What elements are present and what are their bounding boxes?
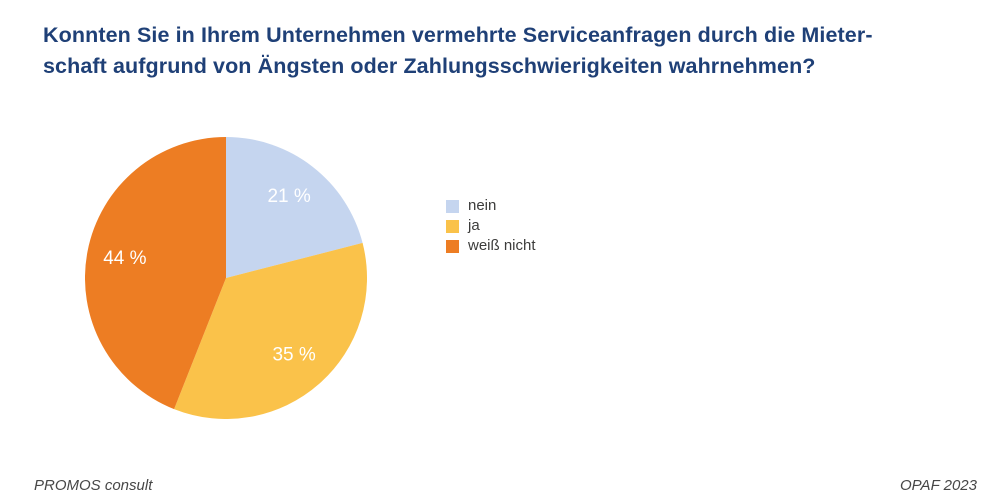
pie-slice-label: 44 % xyxy=(103,248,146,269)
pie-slice-nein xyxy=(226,137,363,278)
pie-slice-ja xyxy=(174,242,368,420)
study-attribution: OPAF 2023 xyxy=(900,477,977,494)
source-attribution: PROMOS consult xyxy=(34,477,153,494)
legend: nein ja weiß nicht xyxy=(446,196,536,256)
legend-swatch-weiss-nicht xyxy=(446,239,459,253)
legend-label-ja: ja xyxy=(468,217,480,234)
pie-slice-label: 21 % xyxy=(267,186,310,207)
legend-swatch-ja xyxy=(446,219,459,233)
pie-slice-label: 35 % xyxy=(272,345,315,366)
pie-slice-weiß-nicht xyxy=(84,137,226,410)
legend-item-nein: nein xyxy=(446,196,536,216)
legend-item-ja: ja xyxy=(446,216,536,236)
pie-chart: 21 % 35 % 44 % xyxy=(84,137,368,420)
legend-item-weiss-nicht: weiß nicht xyxy=(446,236,536,256)
chart-title: Konnten Sie in Ihrem Unternehmen vermehr… xyxy=(43,20,973,82)
chart-title-line-2: schaft aufgrund von Ängsten oder Zahlung… xyxy=(43,54,816,78)
legend-swatch-nein xyxy=(446,199,459,213)
chart-title-line-1: Konnten Sie in Ihrem Unternehmen vermehr… xyxy=(43,23,873,47)
legend-label-weiss-nicht: weiß nicht xyxy=(468,237,536,254)
pie-chart-svg: 21 % 35 % 44 % xyxy=(84,137,368,420)
legend-label-nein: nein xyxy=(468,197,497,214)
